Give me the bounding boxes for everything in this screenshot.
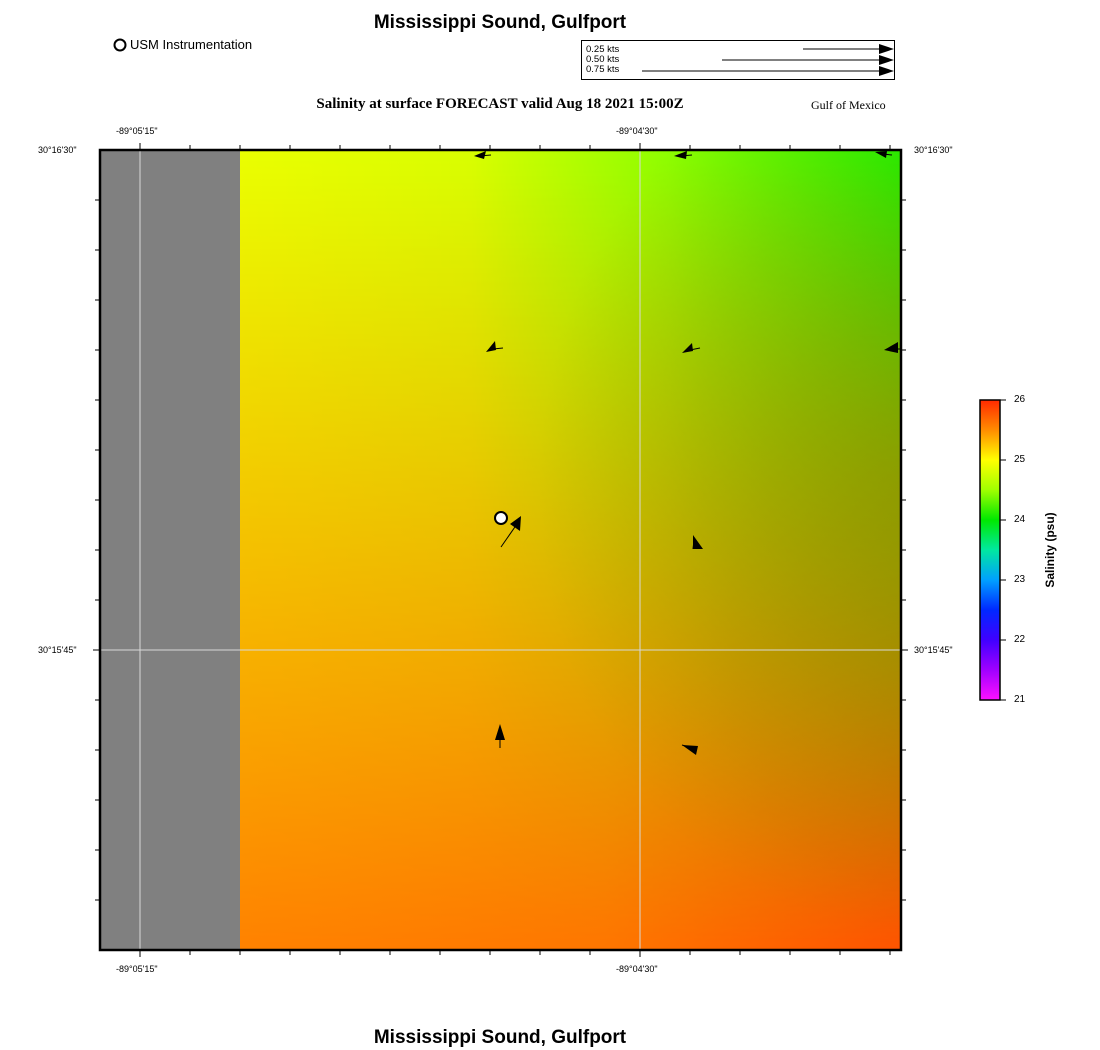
speed-arrow-075 bbox=[642, 66, 894, 76]
current-vector bbox=[884, 342, 900, 353]
instrument-marker-icon bbox=[113, 38, 127, 52]
lon-label-bottom-2: -89°04'30" bbox=[616, 964, 658, 974]
region-label: Gulf of Mexico bbox=[811, 98, 886, 112]
speed-label-025: 0.25 kts bbox=[586, 44, 620, 55]
speed-legend: 0.25 kts 0.50 kts 0.75 kts bbox=[581, 40, 895, 80]
usm-instrument-marker bbox=[494, 511, 508, 525]
current-vectors bbox=[474, 151, 900, 755]
map-title: Mississippi Sound, Gulfport bbox=[373, 12, 627, 33]
map-subtitle: Salinity at surface FORECAST valid Aug 1… bbox=[316, 96, 684, 112]
lon-label-top-1: -89°05'15" bbox=[116, 126, 158, 136]
current-vector bbox=[486, 341, 504, 352]
speed-arrow-050 bbox=[722, 55, 894, 65]
lon-label-bottom-1: -89°05'15" bbox=[116, 964, 158, 974]
colorbar-tick-label: 24 bbox=[1014, 514, 1026, 525]
lat-label-left-1: 30°16'30" bbox=[38, 145, 77, 155]
current-vector bbox=[474, 151, 492, 159]
lat-label-left-2: 30°15'45" bbox=[38, 645, 77, 655]
current-vector bbox=[692, 535, 703, 550]
land-area bbox=[100, 150, 240, 950]
colorbar-tick-label: 21 bbox=[1014, 694, 1026, 705]
colorbar-scale bbox=[979, 399, 1001, 701]
speed-label-050: 0.50 kts bbox=[586, 54, 620, 65]
frame-ticks bbox=[93, 143, 908, 957]
colorbar-title: Salinity (psu) bbox=[1043, 512, 1057, 588]
grid-lines bbox=[100, 150, 901, 950]
instrument-legend-label: USM Instrumentation bbox=[130, 37, 253, 52]
colorbar-tick-label: 22 bbox=[1014, 634, 1026, 645]
speed-legend-arrows bbox=[642, 44, 894, 76]
current-vector bbox=[875, 151, 893, 158]
current-vector bbox=[674, 151, 693, 159]
lat-label-right-2: 30°15'45" bbox=[914, 645, 953, 655]
lat-label-right-1: 30°16'30" bbox=[914, 145, 953, 155]
colorbar-ticks bbox=[1000, 399, 1006, 701]
salinity-field-shade bbox=[240, 150, 901, 950]
current-vector bbox=[495, 724, 505, 748]
colorbar-tick-label: 25 bbox=[1014, 454, 1026, 465]
current-vector bbox=[681, 744, 698, 755]
map-title-bottom: Mississippi Sound, Gulfport bbox=[373, 1027, 627, 1048]
current-vector bbox=[500, 516, 521, 548]
speed-label-075: 0.75 kts bbox=[586, 64, 620, 75]
colorbar-tick-label: 23 bbox=[1014, 574, 1026, 585]
speed-arrow-025 bbox=[803, 44, 894, 54]
colorbar-tick-label: 26 bbox=[1014, 394, 1026, 405]
lon-label-top-2: -89°04'30" bbox=[616, 126, 658, 136]
current-vector bbox=[682, 343, 701, 353]
